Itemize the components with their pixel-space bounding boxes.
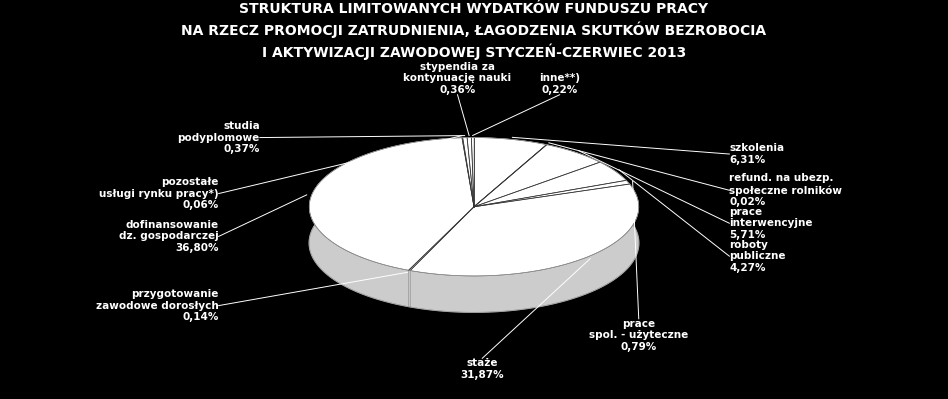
Polygon shape: [627, 180, 629, 220]
Polygon shape: [474, 145, 547, 207]
Polygon shape: [474, 162, 627, 207]
Text: inne**)
0,22%: inne**) 0,22%: [539, 73, 580, 95]
Text: prace
interwencyjne
5,71%: prace interwencyjne 5,71%: [729, 207, 812, 240]
Text: pozostałe
usługi rynku pracy*)
0,06%: pozostałe usługi rynku pracy*) 0,06%: [99, 177, 219, 210]
Polygon shape: [474, 138, 547, 181]
Polygon shape: [462, 138, 474, 207]
Text: refund. na ubezp.
społeczne rolników
0,02%: refund. na ubezp. społeczne rolników 0,0…: [729, 174, 843, 207]
Polygon shape: [309, 138, 462, 306]
Polygon shape: [474, 180, 629, 207]
Polygon shape: [474, 138, 547, 207]
Polygon shape: [409, 207, 474, 271]
Polygon shape: [474, 145, 600, 207]
Polygon shape: [467, 138, 471, 174]
Text: staże
31,87%: staże 31,87%: [461, 358, 504, 380]
Text: studia
podyplomowe
0,37%: studia podyplomowe 0,37%: [177, 121, 260, 154]
Polygon shape: [600, 162, 627, 217]
Polygon shape: [409, 270, 410, 307]
Polygon shape: [463, 138, 467, 174]
Text: roboty
publiczne
4,27%: roboty publiczne 4,27%: [729, 239, 786, 273]
Polygon shape: [471, 138, 474, 174]
Text: szkolenia
6,31%: szkolenia 6,31%: [729, 143, 785, 165]
Text: prace
spol. - użyteczne
0,79%: prace spol. - użyteczne 0,79%: [589, 319, 688, 352]
Text: STRUKTURA LIMITOWANYCH WYDATKÓW FUNDUSZU PRACY
NA RZECZ PROMOCJI ZATRUDNIENIA, Ł: STRUKTURA LIMITOWANYCH WYDATKÓW FUNDUSZU…: [181, 2, 767, 60]
Polygon shape: [309, 138, 474, 270]
Text: dofinansowanie
dz. gospodarczej
36,80%: dofinansowanie dz. gospodarczej 36,80%: [118, 220, 219, 253]
Polygon shape: [410, 184, 639, 312]
Polygon shape: [467, 138, 474, 207]
Text: stypendia za
kontynuację nauki
0,36%: stypendia za kontynuację nauki 0,36%: [404, 61, 512, 95]
Polygon shape: [309, 174, 639, 312]
Polygon shape: [547, 145, 600, 198]
Polygon shape: [410, 184, 639, 276]
Polygon shape: [463, 138, 474, 207]
Text: przygotowanie
zawodowe dorosłych
0,14%: przygotowanie zawodowe dorosłych 0,14%: [96, 289, 219, 322]
Polygon shape: [471, 138, 474, 207]
